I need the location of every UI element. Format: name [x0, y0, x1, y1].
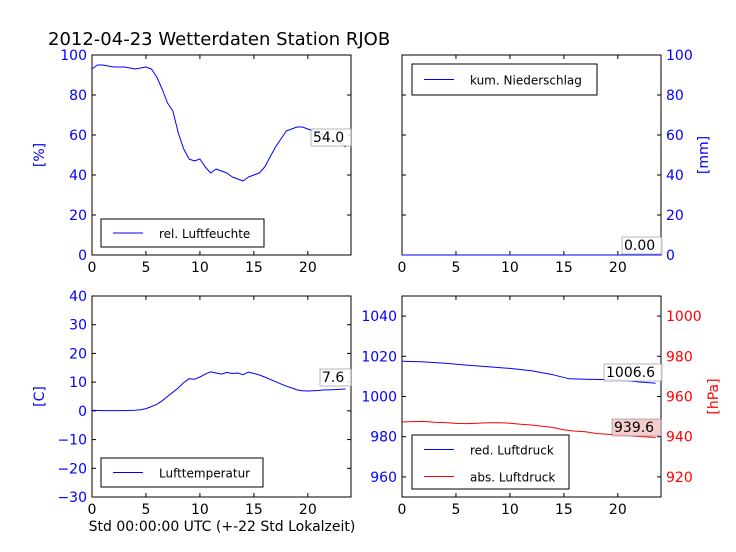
y2-tick-label: 980 [666, 349, 693, 365]
annotation-box [603, 363, 663, 382]
y2-axis-label: [hPa] [706, 378, 722, 414]
y-tick-label: 40 [666, 168, 684, 184]
legend-entry: rel. Luftfeuchte [159, 227, 250, 241]
x-tick-label: 5 [141, 260, 150, 276]
x-tick-label: 10 [501, 260, 519, 276]
y-tick-label: 100 [666, 48, 693, 64]
x-tick-label: 20 [609, 260, 627, 276]
y-tick-label: 40 [69, 289, 87, 305]
y-tick-label: 100 [60, 48, 87, 64]
y-tick-label: 20 [69, 208, 87, 224]
y-axis-label: [mm] [696, 136, 712, 174]
x-tick-label: 5 [451, 502, 460, 518]
x-tick-label: 10 [191, 260, 209, 276]
y-tick-label: −10 [57, 433, 87, 449]
annotation-label: 939.6 [614, 420, 654, 436]
y-tick-label: −20 [57, 461, 87, 477]
annotation-label: 1006.6 [606, 365, 655, 381]
annotation-box [621, 236, 663, 255]
annotation-label: 0.00 [624, 238, 655, 254]
y-tick-label: 80 [666, 88, 684, 104]
x-tick-label: 5 [451, 260, 460, 276]
y-tick-label: −30 [57, 490, 87, 506]
annotation-label: 54.0 [313, 130, 344, 146]
chart-panel-1: 0 5 10 15 20 0 20 40 60 80 100 [%] rel. Luftfeuchte 5… [32, 48, 352, 276]
x-tick-label: 0 [88, 260, 97, 276]
legend-entry: kum. Niederschlag [470, 74, 582, 88]
figure-title: 2012-04-23 Wetterdaten Station RJOB [48, 29, 390, 50]
annotation-box [319, 368, 352, 387]
series-line-1 [91, 64, 346, 182]
legend-box [411, 434, 570, 490]
legend-entry: red. Luftdruck [470, 444, 554, 458]
y2-tick-label: 940 [666, 430, 693, 446]
y2-tick-label: 920 [666, 470, 693, 486]
y-tick-label: 80 [69, 88, 87, 104]
chart-panel-4: 0 5 10 15 20 960 980 1000 1020 1040 920 940 960 980 10… [361, 295, 722, 518]
y-tick-label: 20 [69, 346, 87, 362]
y-tick-label: 980 [370, 430, 397, 446]
x-tick-label: 15 [245, 260, 263, 276]
x-tick-label: 20 [299, 502, 317, 518]
y2-tick-label: 1000 [666, 309, 702, 325]
y-tick-label: 1040 [361, 309, 397, 325]
annotation-box [310, 128, 352, 147]
x-tick-label: 10 [501, 502, 519, 518]
y-tick-label: 10 [69, 375, 87, 391]
plot-frame [91, 295, 352, 498]
series-line-1 [91, 371, 346, 412]
x-tick-label: 0 [398, 502, 407, 518]
series-line-1 [401, 360, 656, 384]
y-tick-label: 960 [370, 470, 397, 486]
y-tick-label: 20 [666, 208, 684, 224]
x-tick-label: 0 [398, 260, 407, 276]
y-tick-label: 30 [69, 318, 87, 334]
x-tick-label: 0 [88, 502, 97, 518]
y-tick-label: 0 [78, 404, 87, 420]
annotation-box [611, 418, 662, 437]
y-tick-label: 40 [69, 168, 87, 184]
x-tick-label: 20 [299, 260, 317, 276]
x-tick-label: 20 [609, 502, 627, 518]
annotation-label: 7.6 [322, 370, 344, 386]
y-tick-label: 60 [666, 128, 684, 144]
y2-tick-label: 960 [666, 390, 693, 406]
y-tick-label: 1000 [361, 390, 397, 406]
x-tick-label: 15 [245, 502, 263, 518]
legend-entry: Lufttemperatur [159, 467, 250, 481]
x-tick-label: 15 [555, 502, 573, 518]
x-tick-label: 15 [555, 260, 573, 276]
legend-entry: abs. Luftdruck [470, 471, 555, 485]
y-axis-label: [C] [32, 386, 48, 407]
y-tick-label: 0 [78, 248, 87, 264]
y-tick-label: 0 [666, 248, 675, 264]
x-tick-label: 10 [191, 502, 209, 518]
y-axis-label: [%] [32, 143, 48, 167]
y-tick-label: 60 [69, 128, 87, 144]
y-tick-label: 1020 [361, 349, 397, 365]
x-tick-label: 5 [141, 502, 150, 518]
chart-panel-2: 0 5 10 15 20 0 20 40 60 80 100 [mm] kum. Niederschla… [398, 48, 712, 276]
figure-xlabel: Std 00:00:00 UTC (+-22 Std Lokalzeit) [89, 519, 356, 535]
chart-panel-3: 0 5 10 15 20 −30 −20 −10 0 10 20 30 40 [C] Lufttempera… [32, 289, 352, 518]
plot-frame [91, 54, 352, 256]
